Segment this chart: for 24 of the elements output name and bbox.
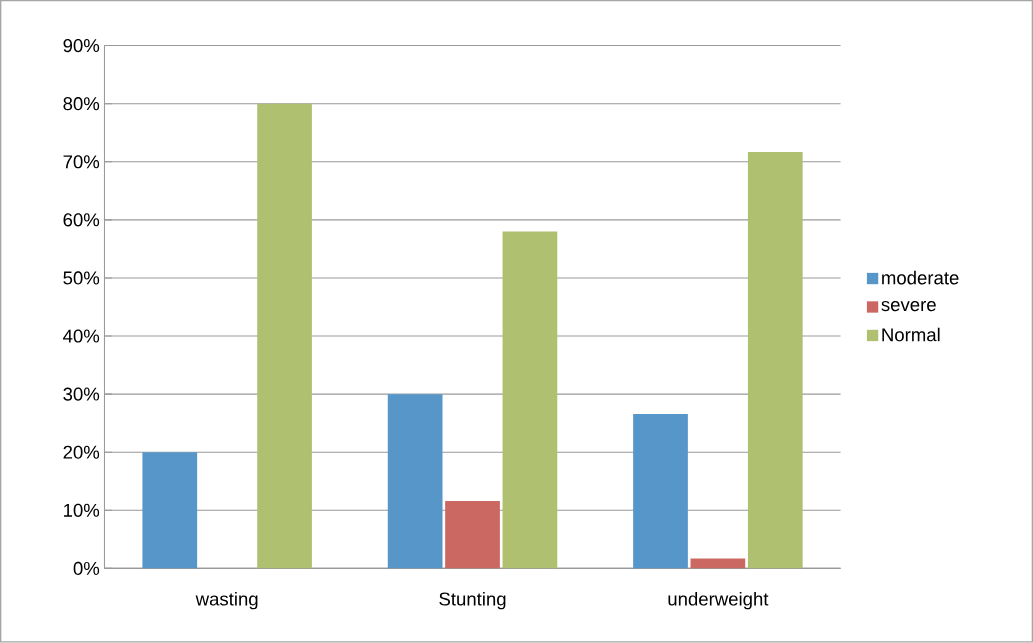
y-tick-label: 0% <box>73 561 100 576</box>
bar <box>387 394 443 569</box>
y-tick-label: 90% <box>63 39 100 53</box>
x-tick-label: wasting <box>195 592 258 610</box>
bar <box>633 414 688 569</box>
y-tick-label: 60% <box>63 213 100 227</box>
legend-label: severe <box>881 301 936 312</box>
legend-label: moderate <box>882 270 959 285</box>
bar <box>690 558 746 569</box>
legend-label: Normal <box>882 327 940 342</box>
y-tick-label: 30% <box>63 387 100 401</box>
y-tick-label: 40% <box>63 329 100 343</box>
bar <box>257 103 312 569</box>
y-tick-label: 50% <box>63 271 100 285</box>
bar <box>502 231 558 569</box>
bar <box>142 452 198 569</box>
y-tick-label: 10% <box>64 503 100 518</box>
y-tick-label: 80% <box>63 97 100 111</box>
bar <box>747 152 803 569</box>
x-tick-label: underweight <box>668 592 769 610</box>
y-tick-label: 20% <box>63 445 100 459</box>
x-tick-label: Stunting <box>439 592 506 610</box>
bar <box>445 501 500 569</box>
y-tick-label: 70% <box>63 155 100 169</box>
